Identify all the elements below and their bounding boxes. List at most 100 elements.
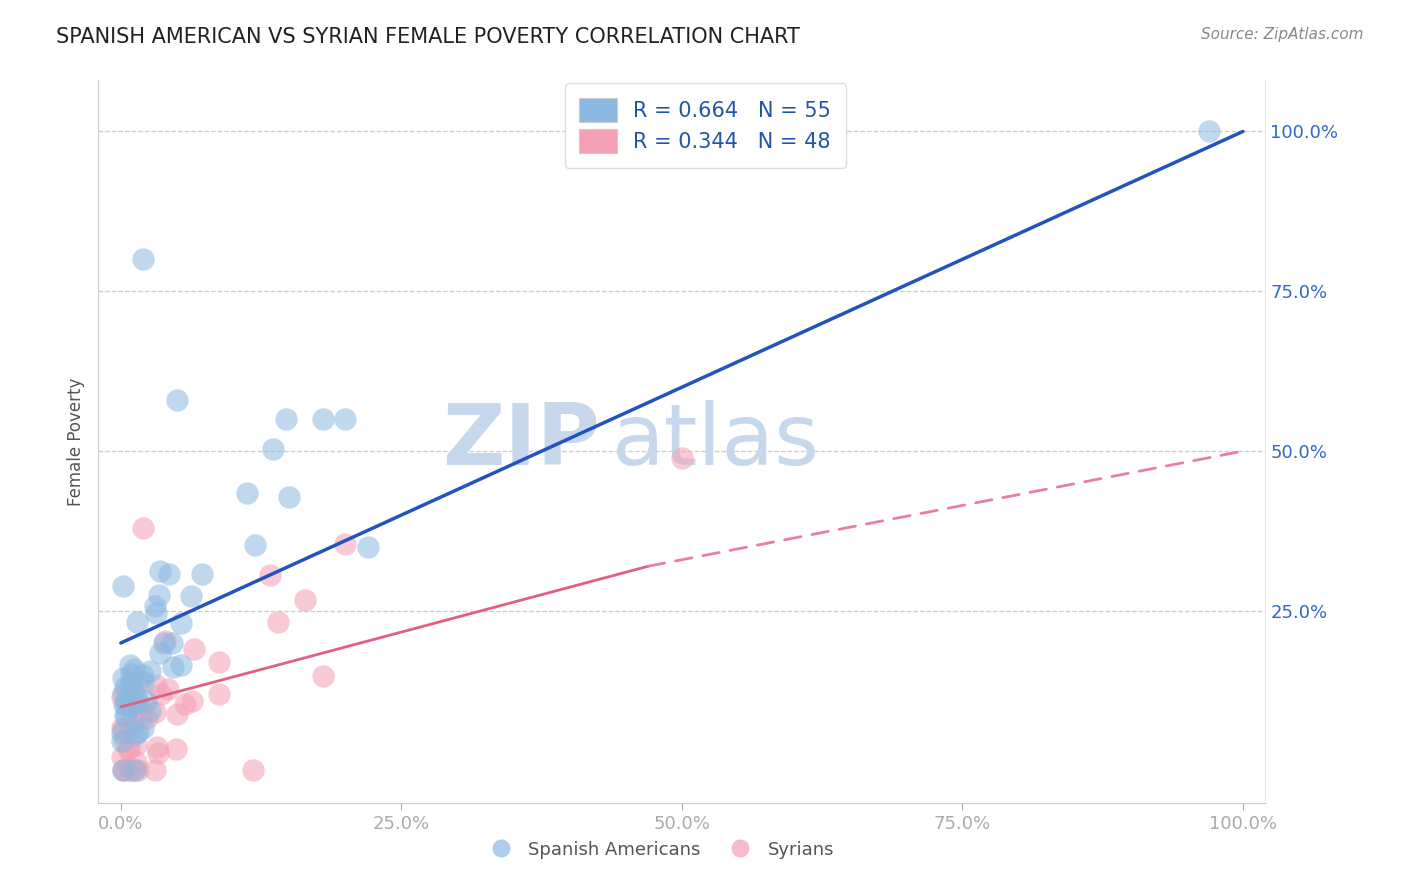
Point xyxy=(132,252,155,267)
Point xyxy=(166,707,188,722)
Point xyxy=(112,698,135,713)
Point xyxy=(112,763,135,777)
Point xyxy=(111,734,134,748)
Point xyxy=(111,763,134,777)
Point xyxy=(150,687,173,701)
Point xyxy=(132,721,155,735)
Point xyxy=(112,672,135,686)
Point xyxy=(267,615,290,629)
Point xyxy=(115,707,138,722)
Point xyxy=(125,695,148,709)
Point xyxy=(121,698,143,713)
Point xyxy=(122,708,145,723)
Point xyxy=(143,763,166,777)
Point xyxy=(145,739,167,754)
Point xyxy=(143,705,166,719)
Point xyxy=(157,567,180,582)
Point xyxy=(278,490,301,504)
Legend: Spanish Americans, Syrians: Spanish Americans, Syrians xyxy=(477,834,841,866)
Point xyxy=(294,592,316,607)
Point xyxy=(127,615,149,629)
Text: Source: ZipAtlas.com: Source: ZipAtlas.com xyxy=(1201,27,1364,42)
Point xyxy=(235,485,257,500)
Point xyxy=(143,599,166,614)
Point xyxy=(208,687,231,701)
Point xyxy=(111,690,134,705)
Point xyxy=(118,687,141,701)
Point xyxy=(115,698,138,712)
Point xyxy=(170,615,193,630)
Point xyxy=(118,740,141,755)
Point xyxy=(125,690,148,704)
Text: atlas: atlas xyxy=(612,400,820,483)
Point xyxy=(208,656,231,670)
Point xyxy=(145,677,167,691)
Point xyxy=(136,711,159,725)
Point xyxy=(127,725,149,739)
Point xyxy=(335,412,357,426)
Point xyxy=(111,579,134,593)
Point xyxy=(111,749,134,764)
Point xyxy=(114,734,136,748)
Point xyxy=(129,711,152,725)
Point xyxy=(120,666,142,681)
Point xyxy=(242,763,264,777)
Point xyxy=(166,392,188,407)
Point xyxy=(120,674,142,689)
Point xyxy=(122,719,145,733)
Point xyxy=(357,540,380,554)
Point xyxy=(132,675,155,690)
Point xyxy=(111,687,134,701)
Point xyxy=(162,660,184,674)
Point xyxy=(125,738,148,752)
Point xyxy=(114,708,136,723)
Point xyxy=(1198,124,1220,138)
Point xyxy=(312,412,335,426)
Point xyxy=(117,742,139,756)
Point xyxy=(120,675,142,690)
Point xyxy=(149,564,172,578)
Point xyxy=(139,664,162,678)
Point xyxy=(122,662,145,676)
Point xyxy=(128,674,150,689)
Point xyxy=(259,568,281,582)
Point xyxy=(124,763,146,777)
Point xyxy=(127,763,149,777)
Point xyxy=(124,727,146,741)
Point xyxy=(114,692,136,706)
Point xyxy=(335,537,357,551)
Point xyxy=(134,705,156,719)
Point xyxy=(153,636,176,650)
Point xyxy=(156,681,179,696)
Point xyxy=(149,646,172,660)
Point xyxy=(111,723,134,737)
Point xyxy=(118,719,141,733)
Point xyxy=(183,641,205,656)
Point xyxy=(274,412,297,426)
Point xyxy=(122,682,145,697)
Point xyxy=(191,566,214,581)
Point xyxy=(132,521,155,535)
Point xyxy=(671,450,693,465)
Point xyxy=(180,589,202,603)
Text: SPANISH AMERICAN VS SYRIAN FEMALE POVERTY CORRELATION CHART: SPANISH AMERICAN VS SYRIAN FEMALE POVERT… xyxy=(56,27,800,46)
Point xyxy=(312,668,335,682)
Point xyxy=(120,763,142,777)
Point xyxy=(124,695,146,709)
Point xyxy=(160,636,183,650)
Point xyxy=(170,658,193,673)
Point xyxy=(111,721,134,735)
Point xyxy=(135,694,157,708)
Point xyxy=(243,538,266,552)
Point xyxy=(132,668,155,682)
Point xyxy=(148,746,170,760)
Y-axis label: Female Poverty: Female Poverty xyxy=(66,377,84,506)
Point xyxy=(138,704,160,718)
Text: ZIP: ZIP xyxy=(443,400,600,483)
Point xyxy=(114,680,136,694)
Point xyxy=(145,606,167,620)
Point xyxy=(112,763,135,777)
Point xyxy=(117,697,139,711)
Point xyxy=(181,694,204,708)
Point xyxy=(148,588,170,602)
